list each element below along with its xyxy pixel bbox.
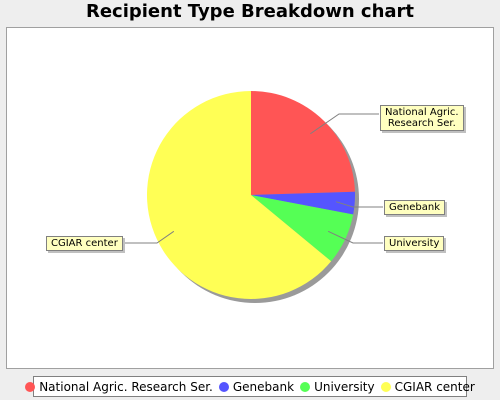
legend-item: Genebank — [218, 379, 295, 394]
legend-label: Genebank — [232, 379, 295, 394]
callout-cgiar: CGIAR center — [46, 236, 123, 251]
leader-line — [117, 230, 175, 244]
callout-national-agric: National Agric. Research Ser. — [380, 105, 464, 131]
leader-line — [310, 113, 379, 135]
legend-swatch — [380, 381, 391, 392]
legend-label: CGIAR center — [394, 379, 475, 394]
callout-genebank: Genebank — [384, 200, 445, 215]
pie-slice-cgiar-center[interactable] — [147, 91, 332, 300]
chart-title: Recipient Type Breakdown chart — [85, 1, 415, 22]
legend-item: CGIAR center — [380, 379, 475, 394]
pie-slice-national-agric-research-ser[interactable] — [251, 91, 355, 195]
callout-university: University — [384, 236, 445, 251]
legend-item: University — [300, 380, 375, 394]
legend-label: National Agric. Research Ser. — [39, 379, 213, 394]
legend-item: National Agric. Research Ser. — [25, 380, 213, 394]
pie-slice-genebank[interactable] — [251, 191, 355, 215]
legend: National Agric. Research Ser. Genebank Uni… — [25, 376, 475, 397]
plot-area: National Agric. Research Ser. Genebank U… — [6, 27, 494, 369]
legend-swatch — [218, 381, 229, 392]
pie-slice-university[interactable] — [251, 195, 354, 262]
leader-line — [335, 201, 383, 208]
leader-line — [327, 230, 383, 244]
legend-swatch — [25, 381, 36, 392]
pie-chart — [117, 91, 383, 303]
legend-swatch — [300, 381, 311, 392]
legend-label: University — [314, 379, 375, 394]
